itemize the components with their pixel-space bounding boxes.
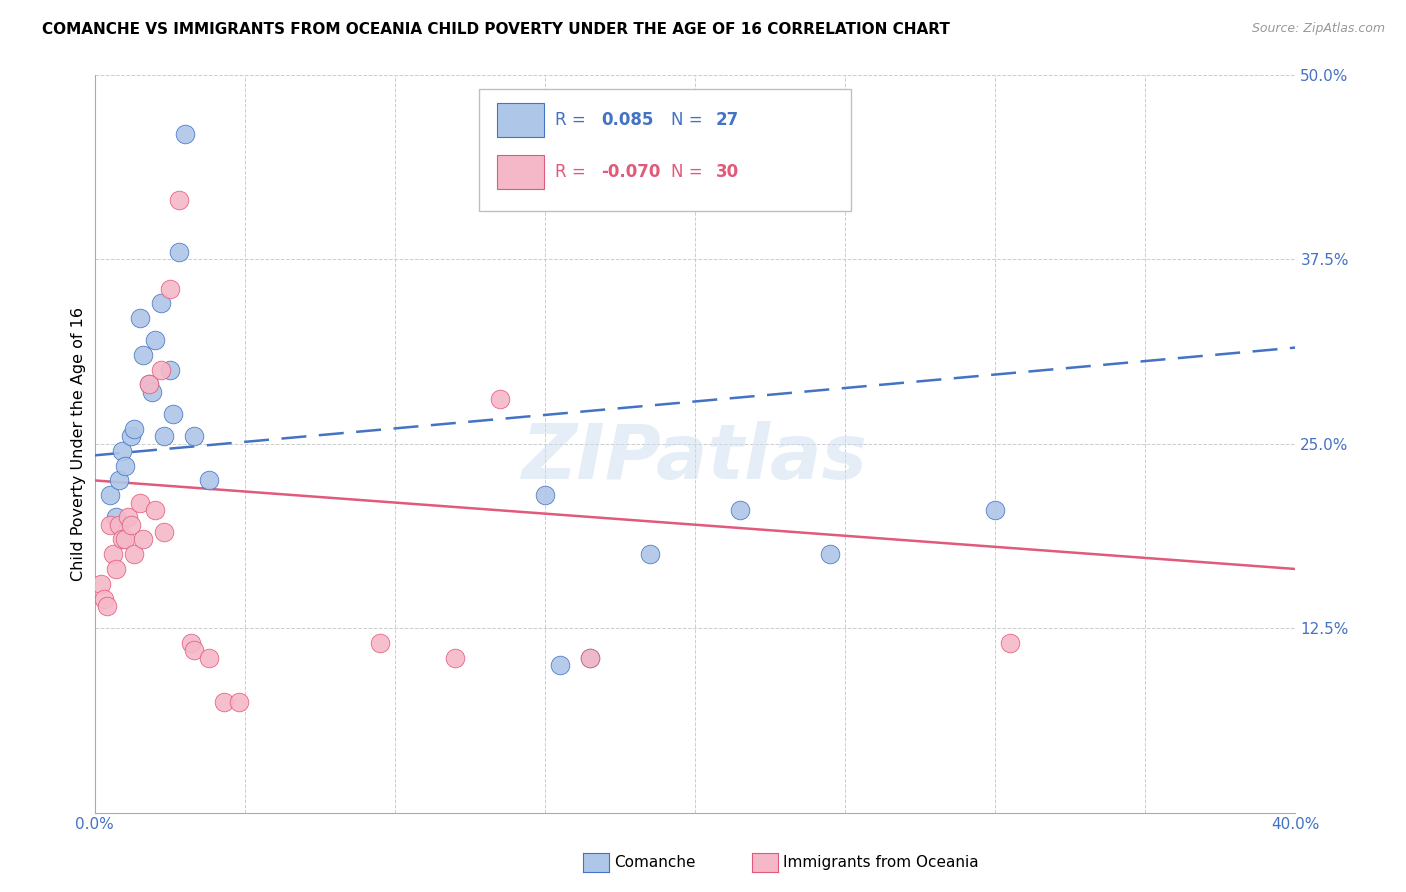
Point <box>101 547 124 561</box>
Point <box>548 657 571 672</box>
Point <box>818 547 841 561</box>
Point <box>180 636 202 650</box>
Text: 30: 30 <box>716 163 738 181</box>
Point <box>111 533 134 547</box>
Point <box>197 650 219 665</box>
Point <box>104 562 127 576</box>
Point <box>152 525 174 540</box>
Point <box>149 296 172 310</box>
Point <box>143 503 166 517</box>
FancyBboxPatch shape <box>496 103 544 137</box>
Text: 0.085: 0.085 <box>602 112 654 129</box>
Point <box>128 311 150 326</box>
Text: -0.070: -0.070 <box>602 163 661 181</box>
Text: R =: R = <box>554 163 591 181</box>
Point <box>167 193 190 207</box>
Point <box>128 495 150 509</box>
Text: 27: 27 <box>716 112 738 129</box>
Point <box>96 599 118 613</box>
Y-axis label: Child Poverty Under the Age of 16: Child Poverty Under the Age of 16 <box>72 307 86 581</box>
Text: Immigrants from Oceania: Immigrants from Oceania <box>783 855 979 870</box>
Point <box>107 517 129 532</box>
FancyBboxPatch shape <box>496 155 544 189</box>
Point <box>368 636 391 650</box>
Point <box>98 488 121 502</box>
Point <box>728 503 751 517</box>
Point <box>111 444 134 458</box>
Text: N =: N = <box>671 112 709 129</box>
Point <box>138 377 160 392</box>
Point <box>183 643 205 657</box>
Point <box>143 333 166 347</box>
Point <box>114 458 136 473</box>
Point <box>489 392 512 407</box>
FancyBboxPatch shape <box>479 89 851 211</box>
Text: R =: R = <box>554 112 591 129</box>
Point <box>117 510 139 524</box>
Point <box>1000 636 1022 650</box>
Point <box>173 127 195 141</box>
Point <box>159 281 181 295</box>
Point <box>167 244 190 259</box>
Point <box>141 384 163 399</box>
Point <box>132 533 155 547</box>
Point <box>984 503 1007 517</box>
Text: Source: ZipAtlas.com: Source: ZipAtlas.com <box>1251 22 1385 36</box>
Point <box>228 695 250 709</box>
Point <box>122 422 145 436</box>
Point <box>98 517 121 532</box>
Point <box>132 348 155 362</box>
Point <box>579 650 602 665</box>
Point <box>149 362 172 376</box>
Point <box>162 407 184 421</box>
Point <box>138 377 160 392</box>
Point <box>120 429 142 443</box>
Point <box>159 362 181 376</box>
Point <box>444 650 467 665</box>
Point <box>90 576 112 591</box>
Point <box>183 429 205 443</box>
Text: N =: N = <box>671 163 709 181</box>
Point <box>93 591 115 606</box>
Point <box>120 517 142 532</box>
Text: COMANCHE VS IMMIGRANTS FROM OCEANIA CHILD POVERTY UNDER THE AGE OF 16 CORRELATIO: COMANCHE VS IMMIGRANTS FROM OCEANIA CHIL… <box>42 22 950 37</box>
Text: Comanche: Comanche <box>614 855 696 870</box>
Point <box>579 650 602 665</box>
Text: ZIPatlas: ZIPatlas <box>522 421 868 495</box>
Point <box>212 695 235 709</box>
Point <box>107 474 129 488</box>
Point <box>152 429 174 443</box>
Point <box>104 510 127 524</box>
Point <box>638 547 661 561</box>
Point <box>534 488 557 502</box>
Point <box>122 547 145 561</box>
Point <box>197 474 219 488</box>
Point <box>114 533 136 547</box>
